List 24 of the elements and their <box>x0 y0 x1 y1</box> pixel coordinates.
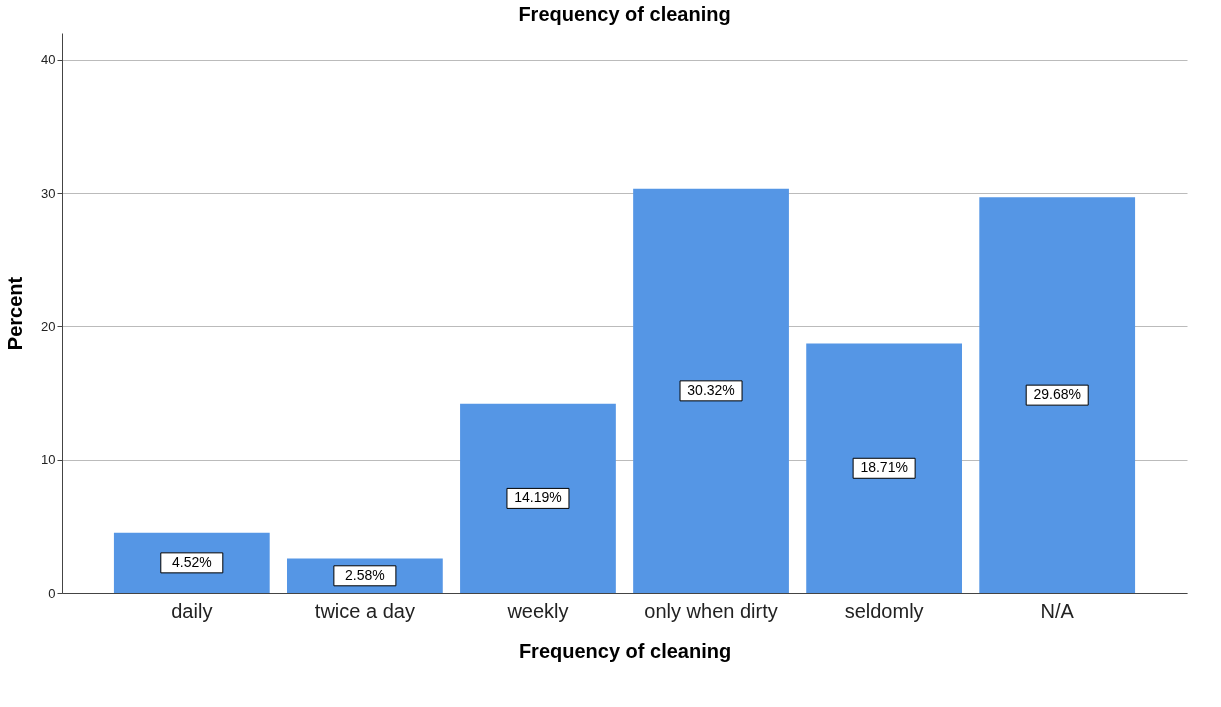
data-label: 30.32% <box>687 381 735 398</box>
y-tick-label: 40 <box>41 52 56 68</box>
chart-title: Frequency of cleaning <box>518 3 731 25</box>
data-label: 18.71% <box>860 459 908 476</box>
bar <box>633 188 789 593</box>
y-tick-label: 0 <box>48 585 56 601</box>
x-tick-label: daily <box>171 599 213 622</box>
y-tick-label: 10 <box>41 452 56 468</box>
x-tick-label: seldomly <box>844 599 924 622</box>
data-label: 4.52% <box>171 553 212 570</box>
x-tick-label: N/A <box>1040 599 1075 622</box>
bar <box>460 403 616 593</box>
y-tick-label: 20 <box>41 318 56 334</box>
x-tick-label: weekly <box>506 599 569 622</box>
y-axis-title: Percent <box>4 276 27 351</box>
data-label: 29.68% <box>1033 386 1081 403</box>
data-label: 14.19% <box>514 489 562 506</box>
x-tick-label: twice a day <box>314 599 415 622</box>
x-tick-label: only when dirty <box>644 599 778 622</box>
bar <box>806 343 962 593</box>
x-axis-title: Frequency of cleaning <box>518 639 732 662</box>
data-label: 2.58% <box>345 566 385 583</box>
y-tick-label: 30 <box>41 185 56 201</box>
bar <box>979 197 1136 593</box>
